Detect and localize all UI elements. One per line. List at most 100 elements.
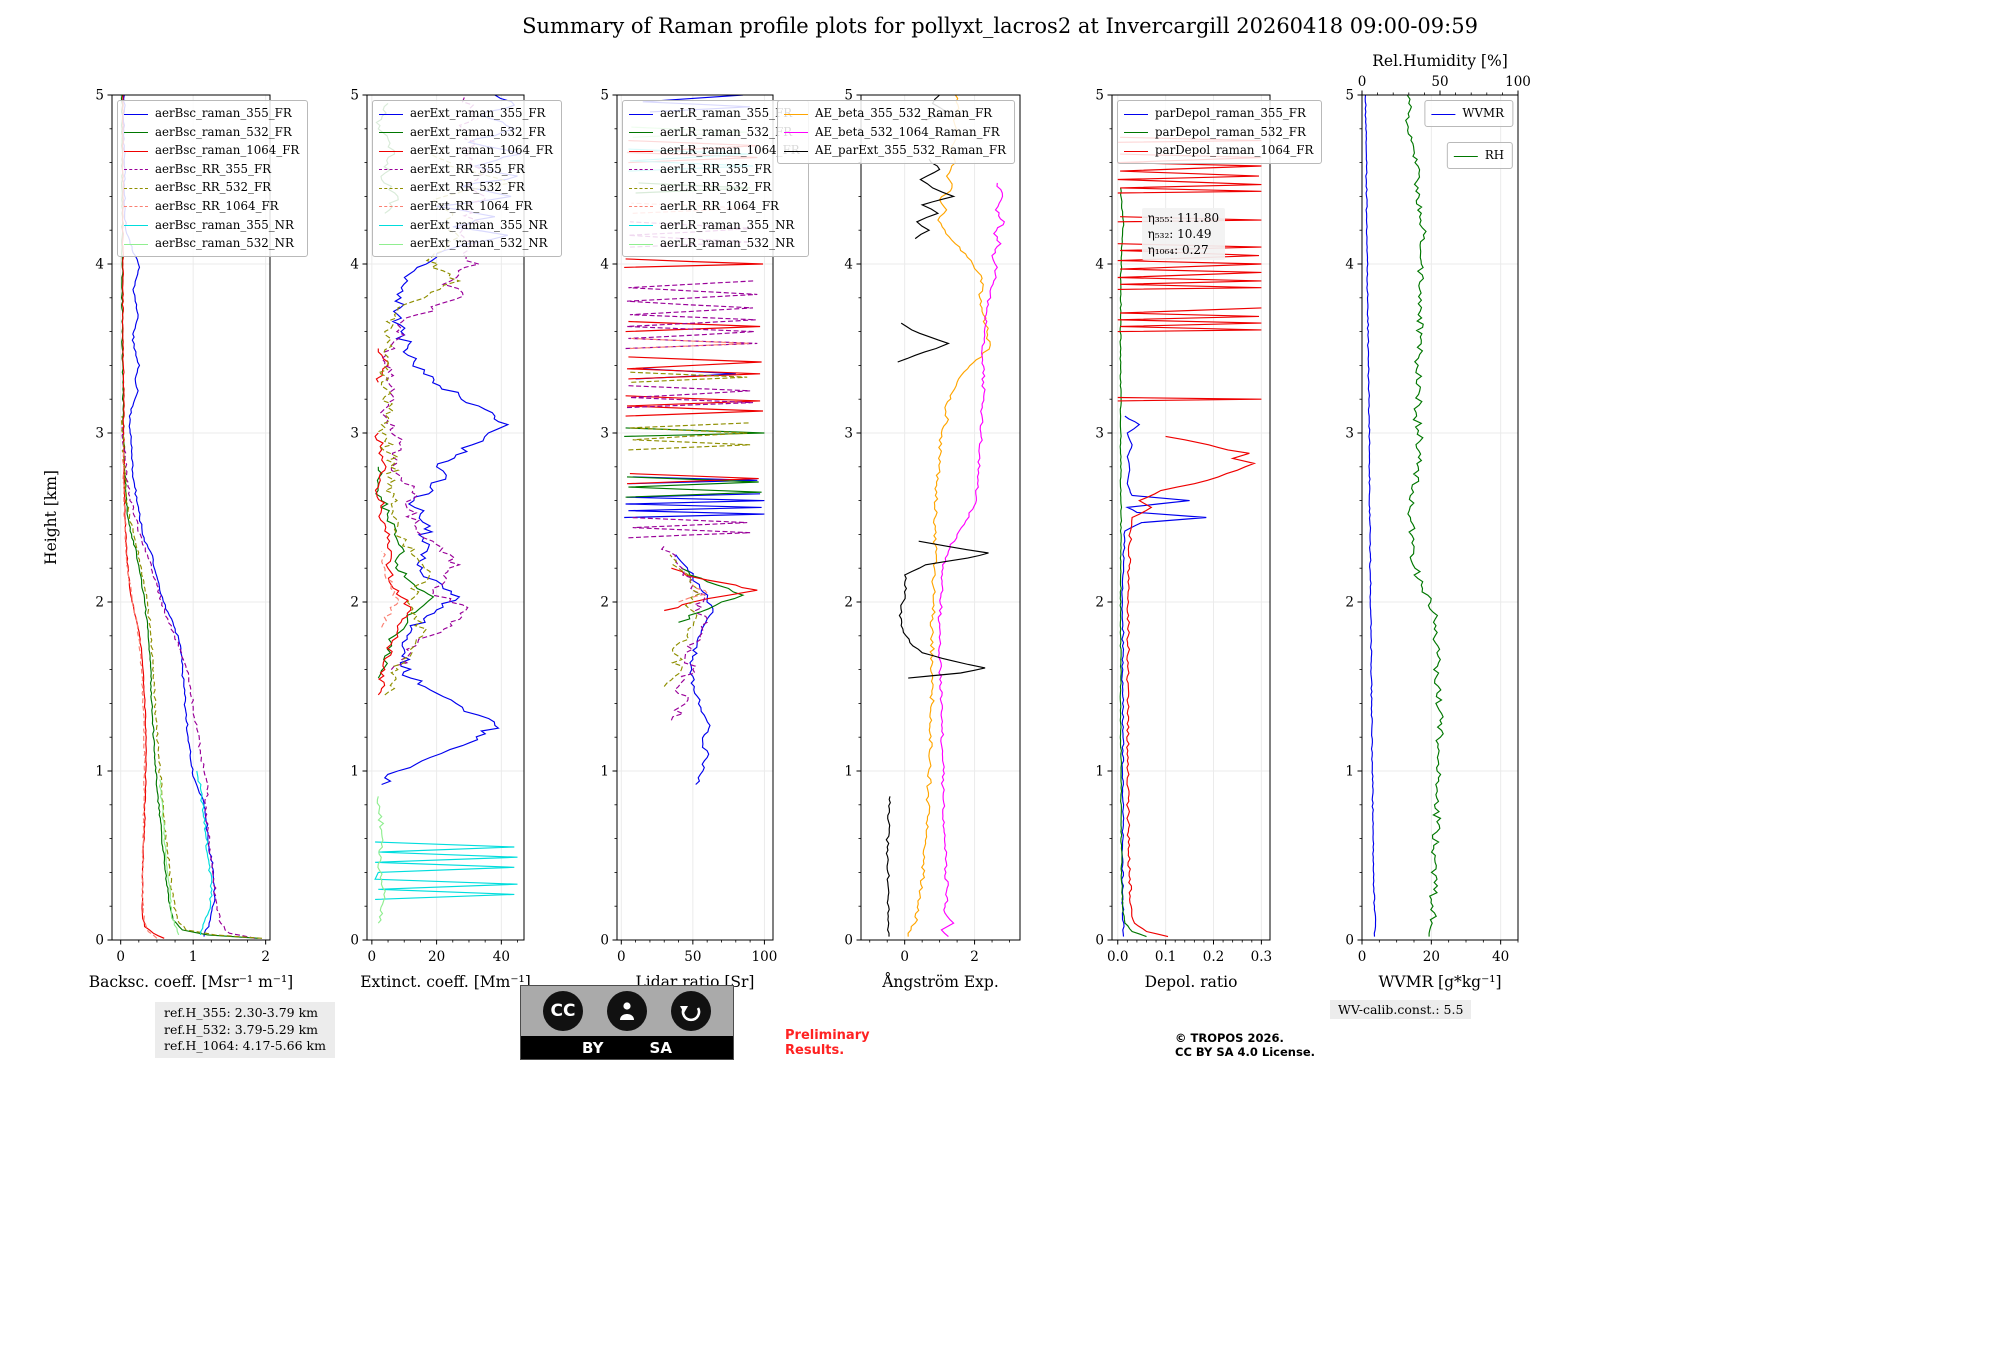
series-aerExt_raman_355_NR — [374, 841, 518, 900]
legend-label: aerBsc_raman_355_NR — [155, 217, 294, 232]
legend-entry: aerLR_raman_1064_FR — [629, 141, 800, 160]
legend-line-sample — [629, 225, 653, 227]
y-tick-label: 5 — [95, 88, 104, 104]
top-tick-label: 50 — [1431, 74, 1448, 90]
series-aerLR_raman_1064_FR — [624, 258, 764, 268]
legend-entry: aerLR_raman_532_FR — [629, 123, 800, 142]
legend-label: AE_parExt_355_532_Raman_FR — [815, 143, 1006, 158]
legend-line-sample — [629, 169, 653, 171]
legend-line-sample — [124, 187, 148, 189]
series-AE_parExt_355_532_Raman_FR — [885, 796, 891, 937]
legend-entry: AE_beta_532_1064_Raman_FR — [784, 123, 1006, 142]
x-tick-label: 0 — [617, 949, 626, 965]
legend-entry: parDepol_raman_1064_FR — [1124, 141, 1313, 160]
cc-license-badge[interactable]: CC BY SA — [520, 985, 734, 1060]
legend-line-sample — [1453, 155, 1478, 157]
legend-line-sample — [1431, 113, 1456, 115]
series-aerLR_RR_355_FR — [660, 545, 708, 721]
legend-line-sample — [124, 206, 148, 208]
legend-label: aerLR_raman_532_NR — [660, 236, 795, 251]
legend-entry: AE_parExt_355_532_Raman_FR — [784, 141, 1006, 160]
y-tick-label: 4 — [95, 257, 104, 273]
legend-entry: aerBsc_RR_1064_FR — [124, 197, 299, 216]
legend-label: aerExt_RR_532_FR — [410, 180, 525, 195]
legend-entry: AE_beta_355_532_Raman_FR — [784, 104, 1006, 123]
legend-label: aerExt_raman_532_FR — [410, 124, 546, 139]
legend-label: aerExt_raman_355_FR — [410, 106, 546, 120]
series-aerLR_RR_1064_FR — [678, 584, 709, 603]
copyright-note: © TROPOS 2026. CC BY SA 4.0 License. — [1175, 1031, 1315, 1059]
top-tick-label: 0 — [1358, 74, 1367, 90]
axes-frame — [860, 94, 1021, 941]
series-aerExt_raman_1064_FR — [374, 432, 412, 696]
series-parDepol_raman_355_FR — [1121, 415, 1207, 937]
legend-entry: aerBsc_raman_355_NR — [124, 216, 299, 235]
x-tick-label: 0.0 — [1107, 949, 1128, 965]
series-aerBsc_RR_1064_FR — [121, 449, 158, 939]
y-tick-label: 4 — [600, 257, 609, 273]
legend-entry: aerBsc_RR_532_FR — [124, 178, 299, 197]
y-tick-label: 2 — [350, 595, 359, 611]
legend-line-sample — [1124, 132, 1148, 134]
legend-label: aerLR_raman_355_FR — [660, 106, 793, 120]
legend-entry: aerExt_raman_1064_FR — [379, 141, 553, 160]
y-tick-label: 1 — [1345, 764, 1354, 780]
ref-height-532: ref.H_532: 3.79-5.29 km — [164, 1021, 319, 1037]
legend-label: aerLR_raman_532_FR — [660, 124, 793, 139]
legend-label: aerLR_raman_355_NR — [660, 217, 795, 232]
legend-entry: WVMR — [1431, 104, 1504, 123]
series-aerLR_raman_532_FR — [625, 476, 762, 498]
series-AE_beta_532_1064_Raman_FR — [937, 182, 1005, 938]
y-tick-label: 2 — [1345, 595, 1354, 611]
legend-label: aerBsc_raman_355_FR — [155, 106, 292, 120]
legend-line-sample — [379, 243, 403, 245]
ref-height-1064: ref.H_1064: 4.17-5.66 km — [164, 1038, 326, 1053]
series-parDepol_raman_1064_FR — [1126, 435, 1257, 938]
y-tick-label: 0 — [844, 933, 853, 949]
x-tick-label: 20 — [1423, 949, 1440, 965]
legend-entry: parDepol_raman_355_FR — [1124, 104, 1313, 123]
legend-label: parDepol_raman_532_FR — [1155, 124, 1306, 139]
series-aerLR_raman_1064_FR — [626, 356, 762, 380]
legend-line-sample — [124, 169, 148, 171]
legend-line-sample — [379, 132, 403, 134]
series-aerLR_raman_355_FR — [675, 554, 714, 785]
series-aerLR_RR_355_FR — [628, 516, 751, 539]
series-aerLR_RR_532_FR — [628, 422, 751, 451]
legend-line-sample — [124, 150, 148, 152]
figure-title: Summary of Raman profile plots for polly… — [522, 14, 1478, 38]
legend-entry: aerLR_raman_532_NR — [629, 234, 800, 253]
legend-line-sample — [629, 150, 653, 152]
y-tick-label: 3 — [1095, 426, 1104, 442]
legend-line-sample — [784, 113, 809, 115]
y-tick-label: 0 — [600, 933, 609, 949]
top-axis-label: Rel.Humidity [%] — [1372, 52, 1508, 70]
y-tick-label: 0 — [350, 933, 359, 949]
x-axis-label: Ångström Exp. — [881, 973, 999, 991]
axes-frame — [111, 94, 271, 941]
y-tick-label: 4 — [350, 257, 359, 273]
cc-icon: CC — [543, 991, 583, 1031]
legend-line-sample — [124, 225, 148, 227]
legend-entry: aerExt_raman_532_FR — [379, 123, 553, 142]
legend-line-sample — [784, 132, 809, 134]
x-axis-label: Backsc. coeff. [Msr⁻¹ m⁻¹] — [89, 973, 293, 991]
legend-label: WVMR — [1462, 106, 1504, 120]
legend-line-sample — [379, 206, 403, 208]
y-tick-label: 2 — [600, 595, 609, 611]
series-parDepol_raman_1064_FR — [1117, 396, 1262, 402]
x-tick-label: 0 — [900, 949, 909, 965]
x-tick-label: 40 — [1492, 949, 1509, 965]
legend-label: aerBsc_raman_532_NR — [155, 236, 294, 251]
cc-attribution-person-icon — [607, 991, 647, 1031]
legend-depol-ratio: parDepol_raman_355_FR parDepol_raman_532_… — [1117, 100, 1323, 164]
ref-height-355: ref.H_355: 2.30-3.79 km — [164, 1005, 319, 1020]
y-tick-label: 1 — [95, 764, 104, 780]
series-parDepol_raman_1064_FR — [1117, 307, 1262, 333]
y-tick-label: 1 — [350, 764, 359, 780]
series-AE_parExt_355_532_Raman_FR — [898, 540, 989, 679]
series-aerBsc_raman_355_NR — [196, 770, 213, 935]
series-aerBsc_raman_532_NR — [158, 779, 180, 936]
legend-line-sample — [629, 243, 653, 245]
